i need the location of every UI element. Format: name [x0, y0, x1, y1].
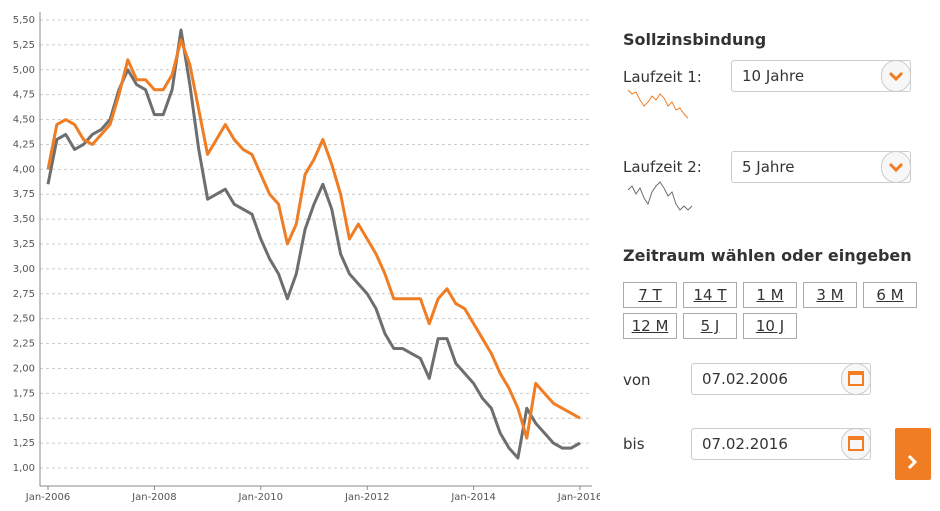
y-tick-label: 4,50 [13, 115, 35, 126]
y-tick-label: 1,50 [13, 413, 35, 424]
x-tick-label: Jan-2016 [557, 492, 600, 503]
y-tick-label: 2,50 [13, 314, 35, 325]
y-tick-label: 1,75 [13, 388, 35, 399]
range-button[interactable]: 7 T [623, 282, 677, 308]
range-button[interactable]: 5 J [683, 313, 737, 339]
term2-value: 5 Jahre [742, 158, 795, 176]
y-tick-label: 4,75 [13, 90, 35, 101]
chevron [888, 71, 904, 82]
chart: 1,00 1,25 1,50 1,75 2,00 2,25 2,50 2,75 3,00 3,25… [13, 12, 600, 503]
range-button[interactable]: 6 M [863, 282, 917, 308]
term1-label: Laufzeit 1: [623, 68, 702, 86]
range-title: Zeitraum wählen oder eingeben [623, 246, 912, 265]
y-tick-label: 2,75 [13, 289, 35, 300]
form-title: Sollzinsbindung [623, 30, 767, 49]
y-tick-label: 5,00 [13, 65, 35, 76]
x-tick-label: Jan-2006 [25, 492, 70, 503]
sparkline-1 [627, 89, 689, 119]
y-tick-label: 3,25 [13, 239, 35, 250]
y-tick-label: 2,25 [13, 339, 35, 350]
x-tick-label: Jan-2014 [450, 492, 495, 503]
y-tick-label: 5,50 [13, 15, 35, 26]
submit-button[interactable] [895, 428, 931, 480]
from-input[interactable]: 07.02.2006 [691, 363, 871, 395]
x-tick-label: Jan-2010 [238, 492, 283, 503]
y-tick-label: 3,00 [13, 264, 35, 275]
y-tick-label: 3,75 [13, 189, 35, 200]
range-button[interactable]: 1 M [743, 282, 797, 308]
term1-select[interactable]: 10 Jahre [731, 60, 911, 92]
to-input[interactable]: 07.02.2016 [691, 428, 871, 460]
arrow-icon [907, 454, 918, 470]
to-label: bis [623, 435, 645, 453]
calendar-button[interactable] [841, 428, 871, 460]
range-button[interactable]: 14 T [683, 282, 737, 308]
range-button[interactable]: 3 M [803, 282, 857, 308]
y-tick-label: 4,25 [13, 139, 35, 150]
chevron [888, 162, 904, 173]
y-tick-label: 5,25 [13, 40, 35, 51]
series-line [46, 38, 581, 440]
term2-select[interactable]: 5 Jahre [731, 151, 911, 183]
from-label: von [623, 371, 651, 389]
term2-label: Laufzeit 2: [623, 158, 702, 176]
y-tick-label: 2,00 [13, 363, 35, 374]
calendar-icon [848, 371, 864, 386]
y-tick-label: 3,50 [13, 214, 35, 225]
y-tick-label: 4,00 [13, 164, 35, 175]
range-button[interactable]: 10 J [743, 313, 797, 339]
x-tick-label: Jan-2012 [344, 492, 389, 503]
from-value: 07.02.2006 [702, 370, 788, 388]
range-button[interactable]: 12 M [623, 313, 677, 339]
sparkline-2 [627, 181, 693, 211]
calendar-icon [848, 436, 864, 451]
term1-value: 10 Jahre [742, 67, 805, 85]
x-tick-label: Jan-2008 [131, 492, 176, 503]
to-value: 07.02.2016 [702, 435, 788, 453]
dropdown[interactable] [881, 60, 911, 92]
y-tick-label: 1,00 [13, 463, 35, 474]
series-line [46, 28, 581, 460]
y-tick-label: 1,25 [13, 438, 35, 449]
dropdown[interactable] [881, 151, 911, 183]
calendar-button[interactable] [841, 363, 871, 395]
